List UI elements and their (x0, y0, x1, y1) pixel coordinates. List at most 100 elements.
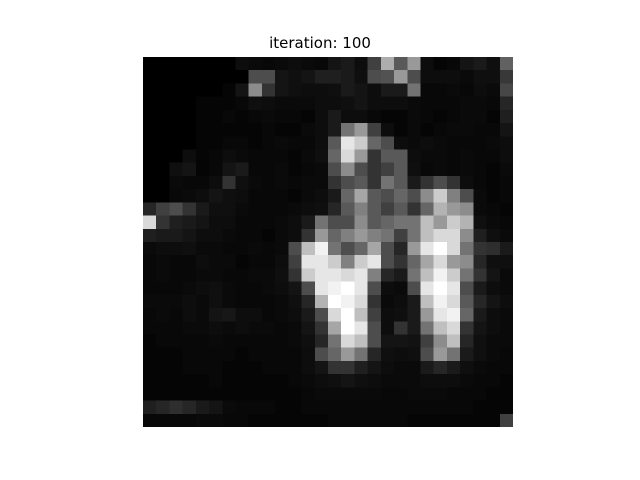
pixel-cell (420, 347, 435, 362)
pixel-cell (354, 387, 368, 401)
pixel-cell (499, 175, 513, 190)
pixel-cell (499, 83, 513, 97)
pixel-cell (460, 123, 474, 137)
pixel-cell (156, 255, 170, 269)
pixel-cell (314, 189, 329, 203)
pixel-cell (328, 308, 342, 322)
pixel-cell (341, 400, 355, 415)
pixel-cell (156, 268, 170, 282)
pixel-cell (367, 374, 382, 388)
pixel-cell (195, 242, 210, 256)
pixel-cell (367, 360, 382, 375)
pixel-cell (380, 255, 395, 269)
pixel-cell (169, 268, 183, 282)
pixel-cell (380, 83, 395, 97)
pixel-cell (473, 374, 487, 388)
pixel-cell (169, 149, 183, 164)
pixel-cell (354, 321, 368, 335)
pixel-cell (288, 162, 302, 177)
pixel-cell (182, 413, 197, 427)
pixel-cell (407, 374, 421, 388)
pixel-cell (209, 321, 223, 335)
pixel-cell (473, 281, 487, 296)
pixel-cell (301, 308, 316, 322)
pixel-cell (499, 294, 513, 309)
pixel-cell (222, 308, 236, 322)
pixel-cell (275, 374, 289, 388)
pixel-cell (222, 70, 236, 84)
pixel-cell (460, 360, 474, 375)
pixel-cell (473, 268, 487, 282)
pixel-cell (156, 228, 170, 243)
pixel-cell (486, 109, 501, 124)
pixel-cell (288, 70, 302, 84)
pixel-cell (143, 228, 157, 243)
pixel-cell (169, 360, 183, 375)
pixel-cell (328, 347, 342, 362)
pixel-cell (156, 294, 170, 309)
pixel-cell (182, 215, 197, 230)
pixel-cell (394, 123, 408, 137)
pixel-cell (195, 162, 210, 177)
pixel-cell (394, 228, 408, 243)
pixel-cell (288, 175, 302, 190)
pixel-cell (248, 189, 263, 203)
pixel-cell (222, 387, 236, 401)
pixel-cell (433, 374, 448, 388)
pixel-cell (499, 202, 513, 216)
pixel-cell (380, 268, 395, 282)
pixel-cell (341, 189, 355, 203)
pixel-cell (182, 149, 197, 164)
pixel-cell (394, 175, 408, 190)
pixel-cell (275, 228, 289, 243)
pixel-cell (261, 136, 276, 150)
pixel-cell (328, 123, 342, 137)
pixel-cell (156, 242, 170, 256)
pixel-cell (248, 57, 263, 71)
pixel-cell (460, 70, 474, 84)
pixel-cell (328, 109, 342, 124)
pixel-cell (328, 57, 342, 71)
pixel-cell (460, 387, 474, 401)
pixel-cell (222, 321, 236, 335)
pixel-cell (486, 215, 501, 230)
pixel-cell (433, 400, 448, 415)
pixel-cell (261, 215, 276, 230)
pixel-cell (367, 83, 382, 97)
pixel-cell (288, 123, 302, 137)
pixel-cell (380, 400, 395, 415)
pixel-cell (380, 294, 395, 309)
pixel-cell (209, 70, 223, 84)
pixel-cell (195, 374, 210, 388)
pixel-cell (169, 242, 183, 256)
pixel-cell (460, 242, 474, 256)
pixel-cell (275, 83, 289, 97)
pixel-cell (288, 281, 302, 296)
pixel-cell (288, 374, 302, 388)
pixel-cell (169, 400, 183, 415)
pixel-cell (235, 175, 250, 190)
pixel-cell (143, 242, 157, 256)
pixel-cell (341, 413, 355, 427)
pixel-cell (407, 83, 421, 97)
pixel-cell (261, 347, 276, 362)
pixel-cell (394, 202, 408, 216)
pixel-cell (209, 123, 223, 137)
pixel-cell (288, 228, 302, 243)
pixel-cell (182, 308, 197, 322)
pixel-cell (341, 215, 355, 230)
pixel-cell (261, 123, 276, 137)
pixel-cell (407, 387, 421, 401)
pixel-cell (341, 149, 355, 164)
pixel-cell (301, 242, 316, 256)
pixel-cell (143, 347, 157, 362)
pixel-cell (248, 255, 263, 269)
pixel-cell (275, 57, 289, 71)
pixel-cell (288, 400, 302, 415)
pixel-cell (156, 308, 170, 322)
pixel-cell (235, 413, 250, 427)
pixel-cell (248, 162, 263, 177)
pixel-cell (380, 109, 395, 124)
pixel-cell (261, 202, 276, 216)
pixel-cell (209, 242, 223, 256)
